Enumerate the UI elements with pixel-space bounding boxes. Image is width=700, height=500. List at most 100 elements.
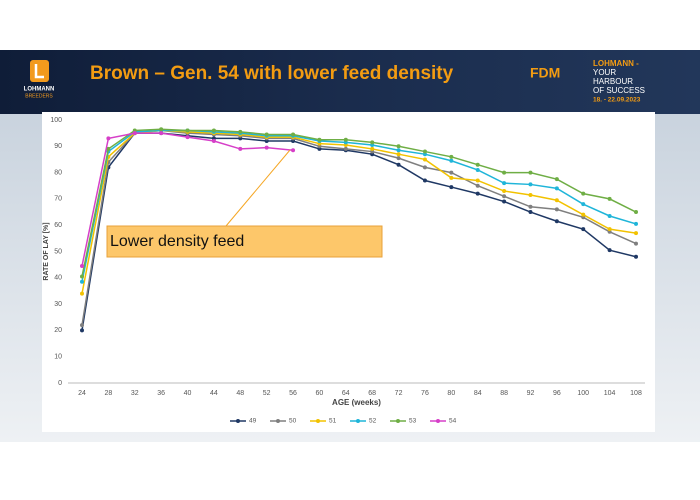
data-point [607, 248, 612, 253]
logo-text: LOHMANN [24, 87, 55, 93]
data-point [422, 165, 427, 170]
x-tick-label: 100 [577, 390, 589, 397]
data-point [475, 162, 480, 167]
data-point [238, 129, 243, 134]
data-point [185, 128, 190, 133]
legend-label: 49 [249, 418, 257, 425]
data-point [396, 156, 401, 161]
data-point [634, 231, 638, 236]
data-point [238, 146, 243, 151]
data-point [422, 178, 427, 183]
y-tick-label: 0 [58, 380, 62, 387]
data-point [554, 177, 559, 182]
legend-label: 53 [409, 418, 417, 425]
data-point [449, 158, 454, 163]
x-tick-label: 96 [553, 390, 561, 397]
y-tick-label: 20 [54, 327, 62, 334]
data-point [422, 149, 427, 154]
data-point [132, 131, 137, 136]
data-point [607, 196, 612, 201]
data-point [475, 178, 480, 183]
y-tick-label: 80 [54, 169, 62, 176]
data-point [449, 170, 454, 175]
slogan-line: OF SUCCESS [593, 86, 645, 95]
y-tick-label: 100 [50, 117, 62, 124]
data-point [80, 328, 84, 333]
data-point [581, 212, 586, 217]
data-point [159, 131, 164, 136]
logo-l [34, 64, 44, 79]
x-tick-label: 56 [289, 390, 297, 397]
data-point [475, 167, 480, 172]
slogan-line: LOHMANN - [593, 59, 639, 68]
x-tick-label: 28 [104, 390, 112, 397]
data-point [264, 132, 269, 137]
data-point [581, 227, 586, 232]
data-point [475, 183, 480, 188]
data-point [264, 145, 269, 150]
data-point [317, 137, 322, 142]
data-point [554, 198, 559, 203]
legend-label: 51 [329, 418, 337, 425]
slide-title: Brown – Gen. 54 with lower feed density [90, 63, 454, 84]
chart-panel [42, 112, 655, 432]
data-point [502, 181, 507, 186]
data-point [502, 194, 507, 199]
slogan: LOHMANN -YOUR HARBOUR OF SUCCESS [593, 59, 645, 95]
data-point [502, 199, 507, 204]
data-point [634, 241, 638, 246]
banner [0, 50, 700, 114]
x-tick-label: 24 [78, 390, 86, 397]
data-point [634, 210, 638, 215]
data-point [528, 170, 533, 175]
x-tick-label: 60 [316, 390, 324, 397]
data-point [528, 210, 533, 215]
x-tick-label: 104 [604, 390, 616, 397]
data-point [528, 182, 533, 187]
data-point [106, 136, 111, 141]
legend-marker [436, 419, 440, 423]
data-point [607, 227, 612, 232]
data-point [634, 254, 638, 259]
x-tick-label: 48 [236, 390, 244, 397]
x-tick-label: 88 [500, 390, 508, 397]
y-tick-label: 60 [54, 222, 62, 229]
legend-marker [396, 419, 400, 423]
data-point [396, 162, 401, 167]
data-point [528, 192, 533, 197]
legend-marker [356, 419, 360, 423]
annotation-text: Lower density feed [110, 233, 244, 250]
y-tick-label: 40 [54, 275, 62, 282]
data-point [396, 148, 401, 153]
x-tick-label: 32 [131, 390, 139, 397]
legend-marker [236, 419, 240, 423]
data-point [581, 202, 586, 207]
data-point [449, 185, 454, 190]
chart: 0 10 20 30 40 50 60 70 80 90 100 24 28 32 36 40 44 48 52 56… [43, 117, 645, 425]
data-point [291, 148, 296, 153]
data-point [106, 146, 111, 151]
data-point [370, 140, 375, 145]
x-tick-label: 76 [421, 390, 429, 397]
data-point [475, 191, 480, 196]
data-point [211, 128, 216, 133]
data-point [554, 186, 559, 191]
y-tick-label: 30 [54, 301, 62, 308]
data-point [502, 170, 507, 175]
data-point [343, 137, 348, 142]
data-point [396, 152, 401, 157]
data-point [291, 132, 296, 137]
x-tick-label: 68 [368, 390, 376, 397]
logo-text: BREEDERS [25, 93, 53, 99]
y-tick-label: 50 [54, 248, 62, 255]
x-tick-label: 36 [157, 390, 165, 397]
legend-marker [276, 419, 280, 423]
x-tick-label: 40 [184, 390, 192, 397]
data-point [581, 191, 586, 196]
legend-label: 52 [369, 418, 377, 425]
x-tick-label: 108 [630, 390, 642, 397]
annotation-arrow [225, 149, 291, 227]
data-point [396, 144, 401, 149]
x-tick-label: 52 [263, 390, 271, 397]
